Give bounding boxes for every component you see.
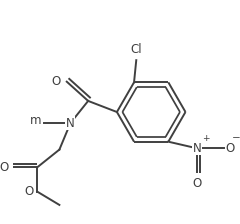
Text: O: O [192, 177, 202, 190]
Text: N: N [193, 142, 201, 155]
Text: N: N [66, 116, 75, 129]
Text: +: + [202, 134, 210, 143]
Text: O: O [51, 75, 60, 88]
Text: −: − [231, 134, 240, 143]
Text: Cl: Cl [131, 43, 142, 56]
Text: O: O [25, 185, 34, 198]
Text: m: m [30, 114, 42, 127]
Text: O: O [226, 142, 235, 155]
Text: O: O [0, 161, 8, 174]
